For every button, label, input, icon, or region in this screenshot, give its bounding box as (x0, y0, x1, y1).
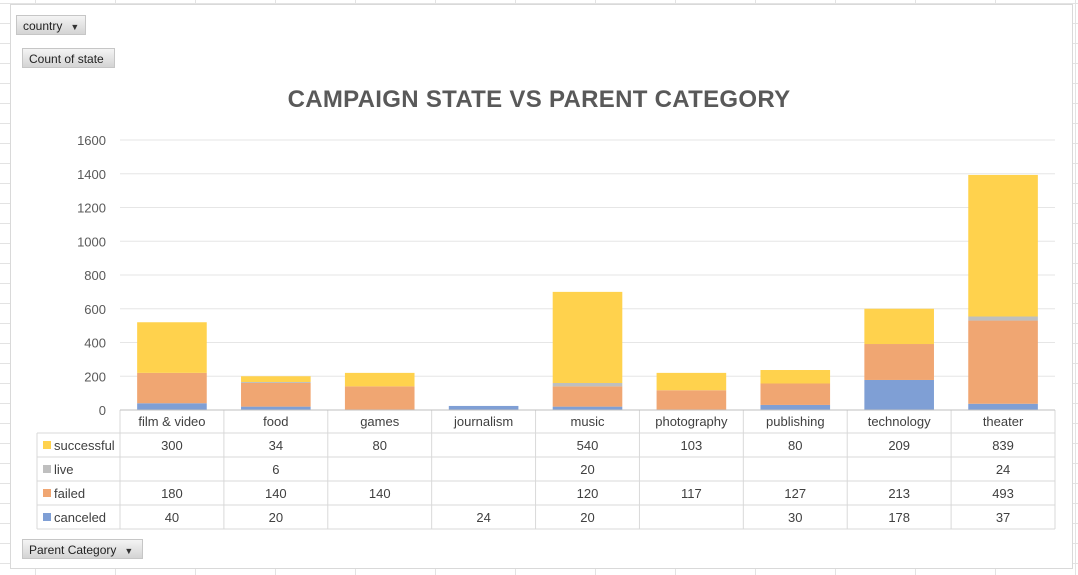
data-label: 180 (161, 486, 183, 501)
bar-failed (137, 372, 207, 404)
y-tick-label: 1200 (77, 201, 106, 216)
data-label: 540 (577, 438, 599, 453)
data-label: 493 (992, 486, 1014, 501)
data-label: 140 (265, 486, 287, 501)
bar-live (552, 383, 623, 387)
data-label: 120 (577, 486, 599, 501)
axis-field-button[interactable]: Parent Category ▼ (22, 539, 143, 559)
x-tick-label: journalism (453, 414, 513, 429)
y-tick-label: 400 (84, 336, 106, 351)
data-label: 37 (996, 510, 1010, 525)
data-label: 20 (269, 510, 283, 525)
data-label: 117 (681, 486, 702, 501)
y-tick-label: 1000 (77, 234, 106, 249)
value-field-label: Count of state (29, 52, 104, 66)
chart-area[interactable] (10, 4, 1073, 569)
data-label: 300 (161, 438, 183, 453)
bar-live (241, 381, 311, 383)
data-label: 839 (992, 438, 1014, 453)
legend-label: failed (54, 486, 85, 501)
bar-successful (968, 174, 1038, 317)
value-field-button[interactable]: Count of state (22, 48, 115, 68)
y-tick-label: 1400 (77, 167, 106, 182)
data-label: 209 (888, 438, 910, 453)
x-tick-label: music (571, 414, 605, 429)
dropdown-arrow-icon: ▼ (70, 22, 80, 32)
legend-label: canceled (54, 510, 106, 525)
x-tick-label: games (360, 414, 400, 429)
x-tick-label: film & video (138, 414, 205, 429)
data-label: 80 (372, 438, 386, 453)
legend-label: live (54, 462, 74, 477)
data-label: 6 (272, 462, 279, 477)
data-label: 24 (996, 462, 1010, 477)
axis-field-label: Parent Category (29, 543, 117, 557)
legend-label: successful (54, 438, 115, 453)
y-tick-label: 1600 (77, 133, 106, 148)
data-label: 178 (888, 510, 910, 525)
legend-key-failed (43, 489, 51, 497)
country-filter-label: country (23, 19, 63, 33)
y-tick-label: 200 (84, 369, 106, 384)
data-label: 34 (269, 438, 283, 453)
bar-successful (137, 322, 207, 373)
bar-failed (552, 386, 623, 407)
bar-canceled (864, 379, 934, 410)
y-tick-label: 800 (84, 268, 106, 283)
y-tick-label: 600 (84, 302, 106, 317)
data-label: 20 (580, 462, 594, 477)
chart-title: CAMPAIGN STATE VS PARENT CATEGORY (287, 86, 791, 113)
bar-successful (760, 370, 831, 384)
bar-canceled (448, 405, 519, 410)
bar-failed (344, 386, 415, 410)
x-tick-label: technology (868, 414, 931, 429)
bar-failed (656, 390, 727, 410)
bars (137, 174, 1038, 410)
data-label: 140 (369, 486, 391, 501)
y-axis-ticks: 0 200 400 600 800 1000 1200 1400 1600 (77, 133, 106, 418)
data-label: 127 (784, 486, 806, 501)
bar-failed (864, 344, 934, 380)
bar-failed (241, 383, 311, 407)
legend-key-successful (43, 441, 51, 449)
x-tick-label: theater (983, 414, 1024, 429)
bar-canceled (137, 403, 207, 410)
bar-canceled (760, 404, 831, 410)
bar-successful (241, 376, 311, 382)
y-tick-label: 0 (99, 403, 106, 418)
bar-failed (968, 320, 1038, 404)
data-label: 24 (476, 510, 490, 525)
legend-key-canceled (43, 513, 51, 521)
dropdown-arrow-icon: ▼ (124, 546, 134, 556)
bar-successful (656, 372, 727, 391)
bar-failed (760, 383, 831, 405)
legend-key-live (43, 465, 51, 473)
x-tick-label: food (263, 414, 288, 429)
bar-live (968, 316, 1038, 321)
bar-canceled (552, 406, 623, 410)
data-label: 213 (888, 486, 910, 501)
data-label: 30 (788, 510, 802, 525)
bar-canceled (241, 406, 311, 410)
bar-successful (344, 372, 415, 387)
data-table: film & video food games journalism music phot… (36, 409, 1056, 530)
x-tick-label: publishing (766, 414, 825, 429)
x-tick-label: photography (655, 414, 728, 429)
bar-successful (552, 291, 623, 383)
bar-canceled (968, 403, 1038, 410)
data-label: 40 (165, 510, 179, 525)
data-label: 20 (580, 510, 594, 525)
data-label: 80 (788, 438, 802, 453)
bar-successful (864, 308, 934, 345)
country-filter-button[interactable]: country ▼ (16, 15, 86, 35)
data-label: 103 (681, 438, 703, 453)
